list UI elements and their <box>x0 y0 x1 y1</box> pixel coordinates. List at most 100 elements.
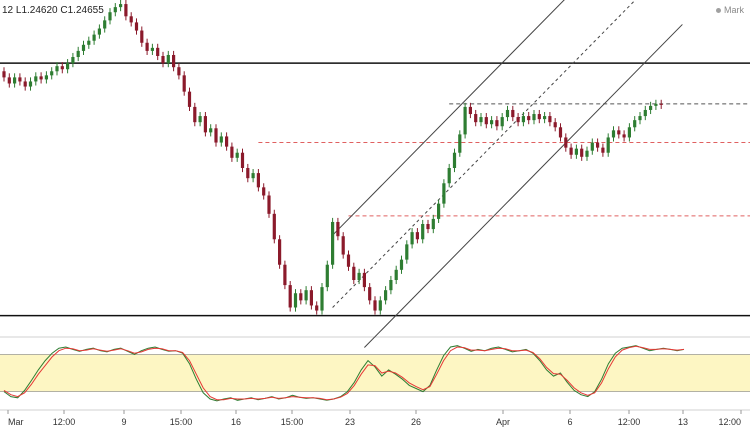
time-axis-label: 26 <box>411 417 421 427</box>
candle-body <box>166 54 170 64</box>
candle-body <box>580 148 584 157</box>
candle-body <box>410 232 414 245</box>
candle-body <box>548 116 552 123</box>
candle-body <box>140 30 144 43</box>
channel-upper-line <box>332 0 565 236</box>
candle-body <box>81 44 86 51</box>
candle-body <box>193 106 197 123</box>
candle-body <box>590 142 594 151</box>
candle-body <box>442 183 446 204</box>
candle-body <box>654 103 658 106</box>
candle-body <box>437 203 441 219</box>
candle-body <box>431 218 435 230</box>
candle-body <box>495 120 499 127</box>
candle-body <box>246 168 250 179</box>
candle-body <box>177 67 181 76</box>
candle-body <box>373 300 377 311</box>
watermark-text: Mark <box>724 5 744 15</box>
candle-body <box>558 127 563 138</box>
time-axis-label: 12:00 <box>618 417 641 427</box>
status-dot-icon <box>716 8 721 14</box>
candle-body <box>643 109 647 117</box>
channel-lower-line <box>364 24 683 348</box>
candle-body <box>331 221 335 265</box>
time-axis-label: 12:00 <box>53 417 76 427</box>
time-axis-label: 15:00 <box>170 417 193 427</box>
candle-body <box>452 152 457 168</box>
candle-body <box>156 47 160 56</box>
stochastic-k-line <box>3 345 685 402</box>
time-axis-label: 6 <box>567 417 572 427</box>
candle-body <box>13 77 17 84</box>
candle-body <box>415 232 419 240</box>
time-axis-label: 13 <box>678 417 688 427</box>
candle-body <box>463 106 467 135</box>
candle-body <box>659 103 663 105</box>
candle-body <box>262 187 266 196</box>
candle-body <box>60 66 64 70</box>
candle-body <box>113 7 117 13</box>
candle-body <box>362 272 366 288</box>
candle-body <box>119 4 123 8</box>
candle-body <box>617 130 621 135</box>
candle-body <box>543 116 547 120</box>
candle-body <box>108 12 112 21</box>
candle-body <box>225 136 229 147</box>
candle-body <box>537 114 541 120</box>
candle-body <box>283 264 287 286</box>
candle-body <box>309 290 313 306</box>
candle-body <box>532 114 536 121</box>
candle-body <box>649 105 653 110</box>
candle-body <box>521 116 525 123</box>
candle-body <box>479 117 483 123</box>
candle-body <box>18 77 22 82</box>
candle-body <box>505 109 510 118</box>
candle-body <box>553 122 557 128</box>
candle-body <box>585 150 589 157</box>
candle-body <box>76 50 80 58</box>
channel-middle-line <box>332 0 636 308</box>
candle-body <box>87 40 91 45</box>
candle-body <box>574 148 578 155</box>
candle-body <box>389 280 393 291</box>
candle-body <box>596 142 600 148</box>
candle-body <box>325 264 329 288</box>
candle-body <box>606 137 610 153</box>
candle-body <box>638 116 642 121</box>
candle-body <box>66 63 70 70</box>
candle-body <box>7 77 11 84</box>
candle-body <box>633 120 637 128</box>
candle-body <box>368 287 372 301</box>
candle-body <box>92 34 96 41</box>
candle-body <box>203 116 207 133</box>
candle-body <box>458 134 462 153</box>
candle-body <box>230 146 234 158</box>
candle-body <box>103 20 107 29</box>
candle-body <box>341 236 345 255</box>
candle-body <box>484 117 488 125</box>
candle-body <box>474 114 478 123</box>
time-axis-label: 12:00 <box>718 417 741 427</box>
candle-body <box>304 290 308 301</box>
candle-body <box>209 128 213 133</box>
time-axis-label: Apr <box>496 417 510 427</box>
candle-body <box>320 287 324 311</box>
candle-body <box>278 239 282 265</box>
candle-body <box>564 137 568 148</box>
candle-body <box>500 117 504 127</box>
candle-body <box>384 290 388 301</box>
candle-body <box>601 147 605 153</box>
candle-body <box>150 47 154 51</box>
time-axis-label: 9 <box>121 417 126 427</box>
candle-body <box>187 91 192 107</box>
candle-body <box>399 259 404 270</box>
candle-body <box>527 116 531 121</box>
candle-body <box>352 266 356 280</box>
candle-body <box>447 168 451 184</box>
candle-body <box>490 120 494 125</box>
candle-body <box>251 173 255 179</box>
candle-body <box>2 71 6 78</box>
candle-body <box>378 300 382 311</box>
